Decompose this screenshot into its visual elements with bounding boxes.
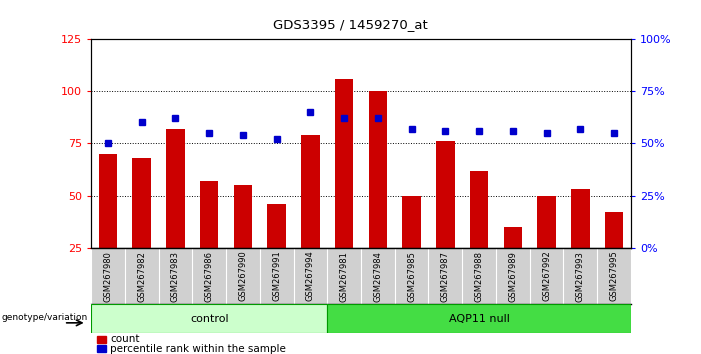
Bar: [233, 185, 252, 248]
Text: GSM267990: GSM267990: [238, 251, 247, 301]
Bar: [200, 181, 219, 248]
Text: GSM267980: GSM267980: [104, 251, 112, 302]
Text: control: control: [190, 314, 229, 324]
Text: percentile rank within the sample: percentile rank within the sample: [110, 344, 286, 354]
Text: GDS3395 / 1459270_at: GDS3395 / 1459270_at: [273, 18, 428, 31]
Bar: [132, 158, 151, 248]
Bar: [605, 212, 623, 248]
Bar: [97, 345, 107, 352]
Bar: [503, 227, 522, 248]
Text: GSM267991: GSM267991: [272, 251, 281, 301]
Text: GSM267993: GSM267993: [576, 251, 585, 302]
Bar: [166, 129, 185, 248]
Bar: [369, 91, 387, 248]
Text: GSM267983: GSM267983: [171, 251, 180, 302]
Bar: [335, 79, 353, 248]
Text: GSM267992: GSM267992: [542, 251, 551, 301]
Bar: [99, 154, 117, 248]
Bar: [402, 195, 421, 248]
Bar: [97, 336, 107, 343]
Text: GSM267995: GSM267995: [610, 251, 618, 301]
Bar: [327, 304, 631, 333]
Text: GSM267986: GSM267986: [205, 251, 214, 302]
Text: count: count: [110, 334, 139, 344]
Text: GSM267994: GSM267994: [306, 251, 315, 301]
Bar: [91, 304, 327, 333]
Bar: [470, 171, 489, 248]
Text: GSM267981: GSM267981: [340, 251, 348, 302]
Bar: [301, 135, 320, 248]
Text: GSM267984: GSM267984: [374, 251, 382, 302]
Bar: [571, 189, 590, 248]
Text: AQP11 null: AQP11 null: [449, 314, 510, 324]
Bar: [436, 141, 455, 248]
Text: GSM267988: GSM267988: [475, 251, 484, 302]
Bar: [267, 204, 286, 248]
Text: genotype/variation: genotype/variation: [2, 313, 88, 322]
Bar: [537, 195, 556, 248]
Text: GSM267982: GSM267982: [137, 251, 147, 302]
Text: GSM267985: GSM267985: [407, 251, 416, 302]
Text: GSM267989: GSM267989: [508, 251, 517, 302]
Text: GSM267987: GSM267987: [441, 251, 450, 302]
